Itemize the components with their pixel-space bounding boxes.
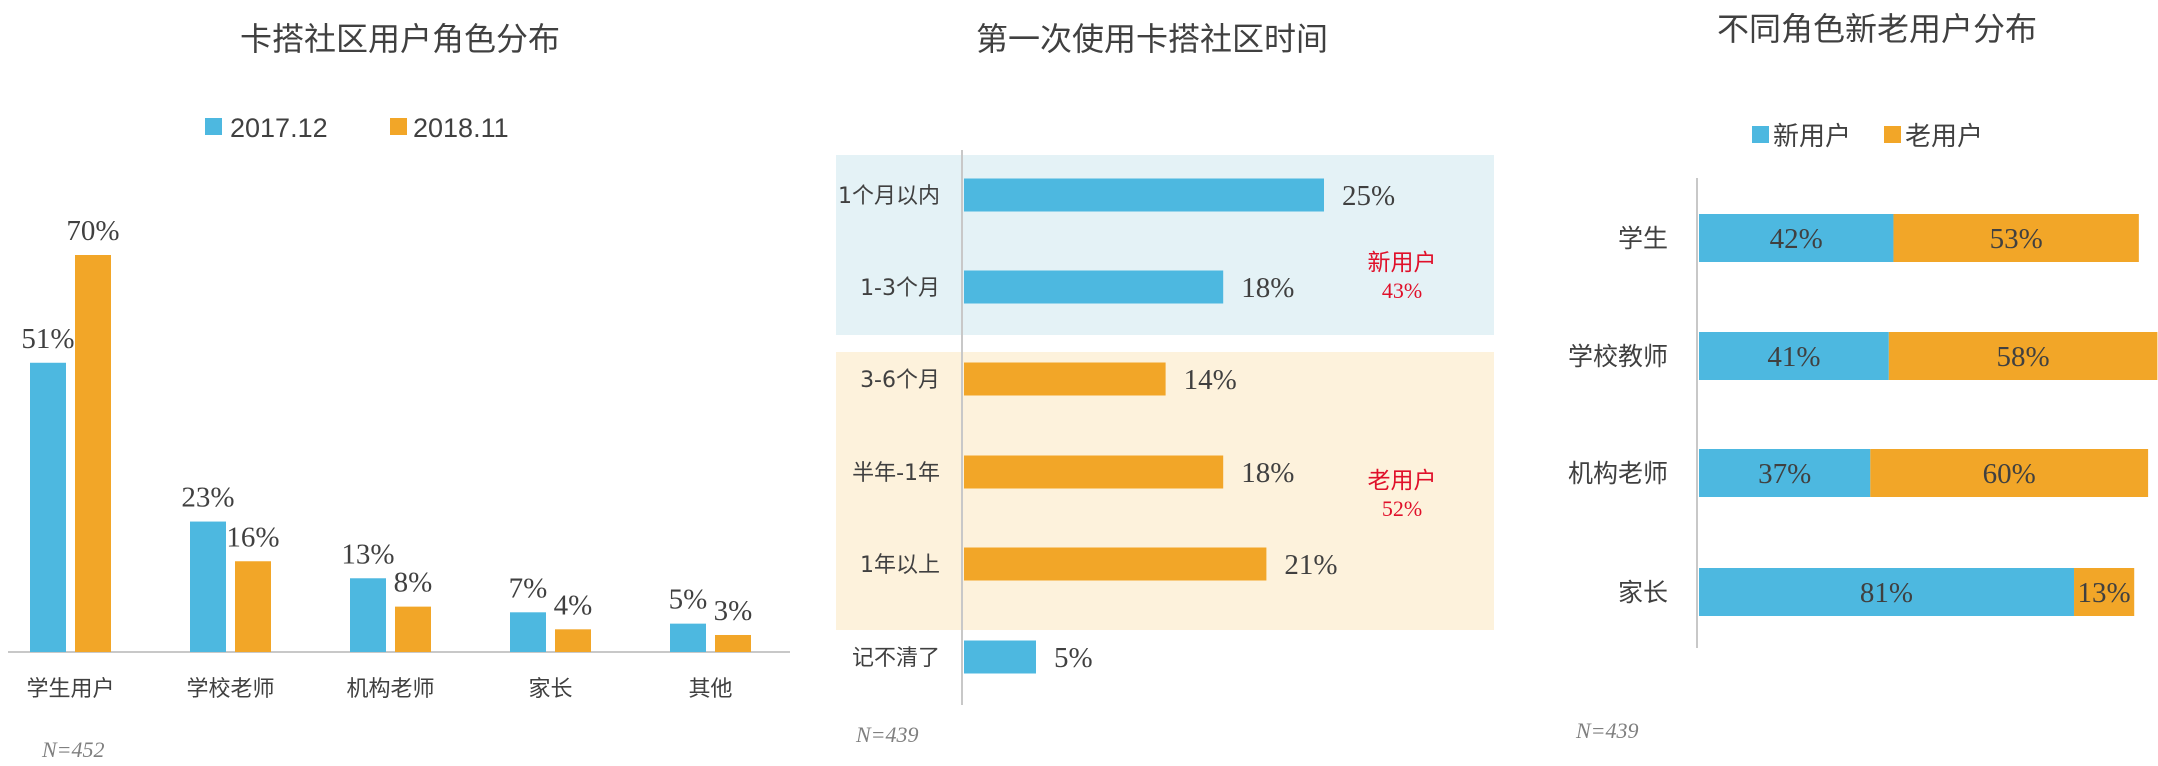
chart2-category-label-1: 1个月以内 [838,184,940,209]
chart1-bar-1-5 [670,623,706,652]
chart1-sample-note: N=452 [41,737,105,762]
chart2-bar-label-4: 18% [1241,457,1294,489]
chart2-bar-label-1: 25% [1342,180,1395,212]
chart1-bar-label-2-1: 70% [66,215,119,247]
chart3-title: 不同角色新老用户分布 [1717,10,2037,48]
chart1-category-label-4: 家长 [528,677,572,702]
chart1-bar-2-2 [235,561,271,652]
chart1-bar-2-4 [555,629,591,652]
chart3-segment-1-2 [1699,332,1889,380]
chart2-bar-5 [964,547,1267,581]
chart2-bars: 25% 1个月以内 18% 1-3个月 14% 3-6个月 18% 半年-1年 21% 1年以上 5… [838,178,1395,674]
chart3-segment-label-1-2: 41% [1767,341,1820,373]
chart2-bar-2 [964,270,1224,304]
chart1-legend-swatch-2 [390,118,407,135]
chart1-bar-1-3 [350,578,386,652]
chart3-segment-2-4 [2074,568,2135,616]
chart3-segment-label-2-2: 58% [1997,341,2050,373]
chart1-bar-1-4 [510,612,546,652]
chart1-bar-label-2-2: 16% [226,521,279,553]
chart3-category-label-1: 学生 [1618,224,1668,253]
chart1-bar-label-1-1: 51% [21,323,74,355]
chart3-legend-swatch-2 [1884,126,1901,143]
chart3-segment-2-3 [1870,449,2149,497]
chart1-legend-label-2: 2018.11 [413,113,509,143]
chart1-bar-2-5 [715,634,751,652]
chart2-old-user-band [836,352,1494,630]
chart1-bar-2-1 [75,255,111,652]
chart3-category-label-2: 学校教师 [1568,342,1668,371]
chart2-bar-6 [964,640,1036,674]
chart2-bar-3 [964,362,1166,396]
chart1-bar-label-1-5: 5% [669,584,708,616]
chart2-category-label-5: 1年以上 [860,553,940,578]
chart3-category-label-3: 机构老师 [1568,459,1668,488]
chart2-bar-label-2: 18% [1241,272,1294,304]
chart3-segment-label-2-4: 13% [2078,577,2131,609]
chart3-bars: 42% 53% 学生 41% 58% 学校教师 37% 60% 机构老师 81% 13% 家长 [1568,214,2158,616]
chart2-group-old-value: 52% [1382,496,1422,521]
chart1-bar-1-1 [30,362,66,652]
chart3-segment-1-1 [1699,214,1894,262]
chart2-group-old-label: 老用户 [1368,468,1437,494]
chart1-bar-label-1-3: 13% [341,538,394,570]
chart2-category-label-4: 半年-1年 [852,461,940,486]
chart3-segment-label-1-3: 37% [1758,458,1811,490]
chart2-category-label-2: 1-3个月 [860,276,940,301]
chart3-segment-1-3 [1699,449,1871,497]
chart1-legend-label-1: 2017.12 [230,113,328,143]
chart1-category-label-3: 机构老师 [346,677,434,702]
chart2-bar-label-6: 5% [1054,642,1093,674]
chart2-bar-1 [964,178,1324,212]
chart2-group-new-value: 43% [1382,278,1422,303]
chart3-segment-2-2 [1888,332,2158,380]
chart3-segment-label-2-3: 60% [1983,458,2036,490]
chart3-segment-2-1 [1893,214,2139,262]
chart1-bar-label-2-4: 4% [554,589,593,621]
chart3-legend-label-2: 老用户 [1905,122,1983,152]
chart1-category-label-2: 学校老师 [186,677,274,702]
chart1-category-label-5: 其他 [688,677,732,702]
chart2-group-new-label: 新用户 [1368,250,1437,276]
chart3-segment-label-2-1: 53% [1990,223,2043,255]
chart3-segment-label-1-1: 42% [1770,223,1823,255]
chart2-title: 第一次使用卡搭社区时间 [976,20,1328,58]
chart1-bars: 51% 70% 学生用户 23% 16% 学校老师 13%8% 机构老师 7%4% 家长 5% 3% 其… [21,215,752,702]
chart2-sample-note: N=439 [855,722,919,747]
chart1-bar-2-3 [395,606,431,652]
chart3-segment-1-4 [1699,568,2075,616]
chart3-category-label-4: 家长 [1618,578,1668,607]
chart3-legend-swatch-1 [1752,126,1769,143]
chart3-sample-note: N=439 [1575,718,1639,743]
chart2-category-label-3: 3-6个月 [860,368,940,393]
chart1-bar-label-2-3: 8% [394,567,433,599]
chart1-title: 卡搭社区用户角色分布 [240,20,560,58]
chart1-bar-label-1-4: 7% [509,572,548,604]
chart2-bar-4 [964,455,1224,489]
chart1-bar-1-2 [190,521,226,652]
chart2-bar-label-5: 21% [1284,549,1337,581]
chart1-bar-label-2-5: 3% [714,595,753,627]
chart1-bar-label-1-2: 23% [181,482,234,514]
chart2-bar-label-3: 14% [1184,364,1237,396]
chart1-legend-swatch-1 [205,118,222,135]
chart2-category-label-6: 记不清了 [852,646,940,671]
chart3-legend-label-1: 新用户 [1773,122,1851,152]
chart3-segment-label-1-4: 81% [1860,577,1913,609]
chart1-category-label-1: 学生用户 [26,677,114,702]
